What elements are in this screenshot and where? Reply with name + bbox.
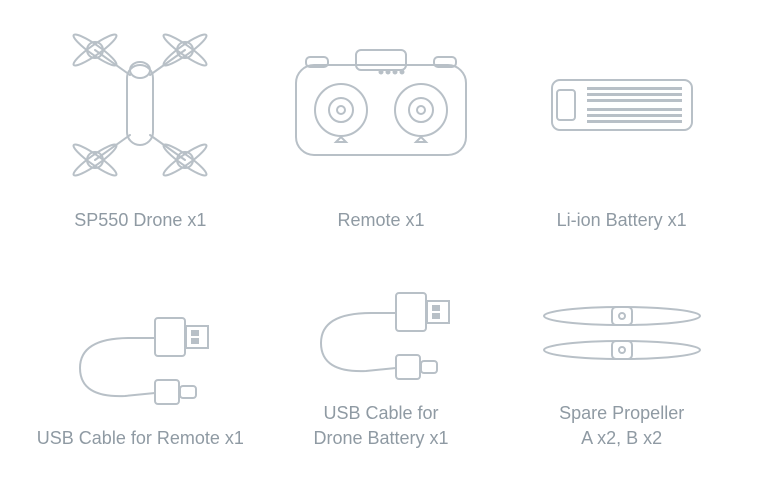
item-label: USB Cable for Drone Battery x1	[313, 401, 448, 451]
item-propellers: Spare Propeller A x2, B x2	[511, 283, 732, 451]
drone-icon	[55, 20, 225, 190]
usb-cable-icon	[301, 283, 461, 383]
item-label: Li-ion Battery x1	[557, 208, 687, 233]
item-label: SP550 Drone x1	[74, 208, 206, 233]
item-battery: Li-ion Battery x1	[511, 20, 732, 233]
battery-icon	[542, 20, 702, 190]
item-usb-remote: USB Cable for Remote x1	[30, 283, 251, 451]
item-usb-drone: USB Cable for Drone Battery x1	[271, 283, 492, 451]
propeller-icon	[532, 283, 712, 383]
usb-cable-icon	[60, 308, 220, 408]
item-label: Spare Propeller A x2, B x2	[559, 401, 684, 451]
package-contents-grid: SP550 Drone x1	[30, 20, 732, 452]
item-label: USB Cable for Remote x1	[37, 426, 244, 451]
item-drone: SP550 Drone x1	[30, 20, 251, 233]
item-remote: Remote x1	[271, 20, 492, 233]
item-label: Remote x1	[337, 208, 424, 233]
remote-icon	[286, 20, 476, 190]
